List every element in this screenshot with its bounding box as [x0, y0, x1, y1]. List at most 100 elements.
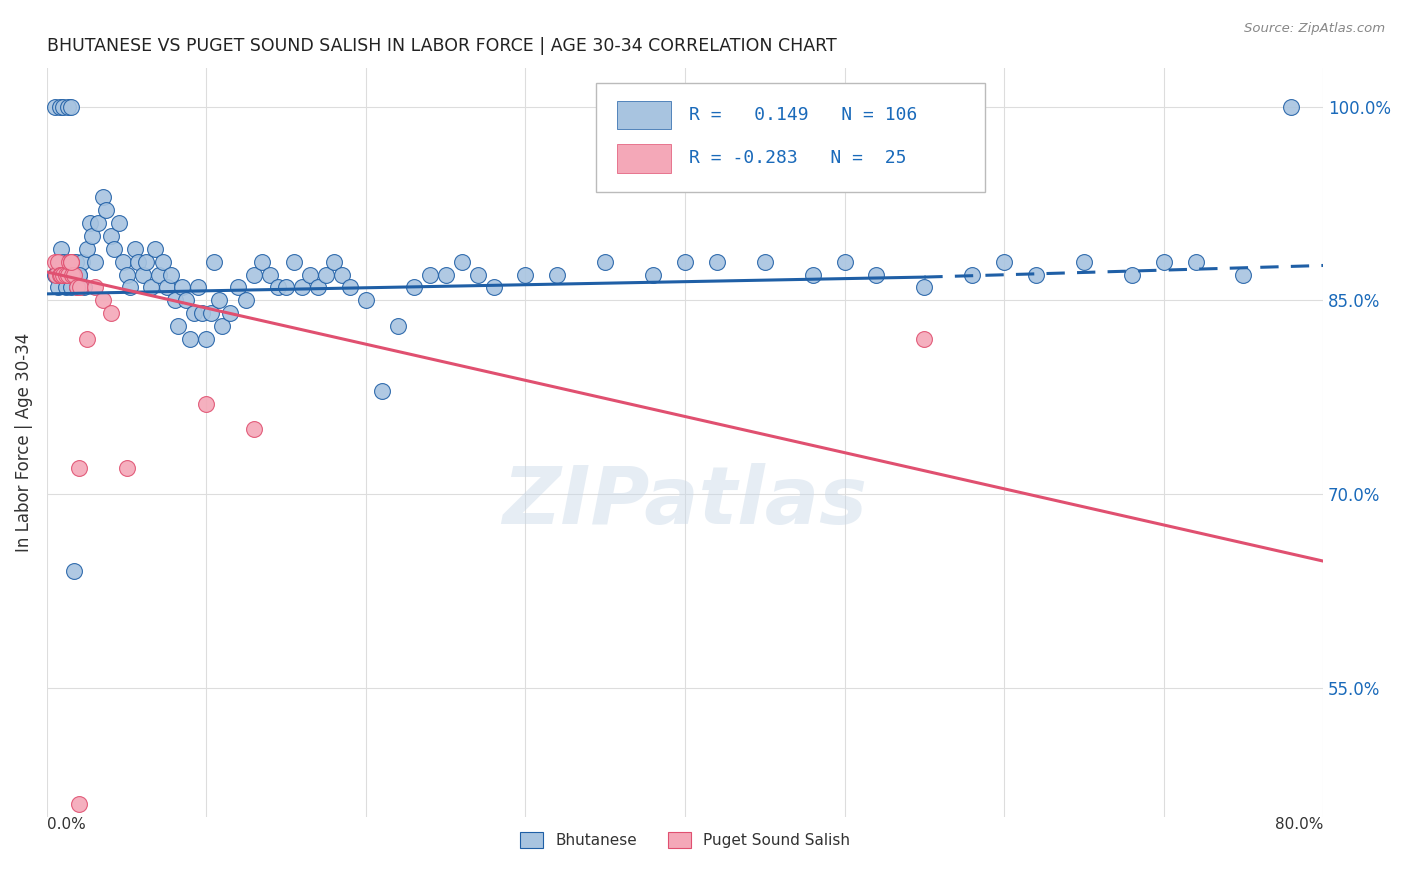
Point	[243, 422, 266, 436]
Point	[66, 280, 89, 294]
Point	[58, 254, 80, 268]
Point	[139, 280, 162, 294]
Point	[202, 254, 225, 268]
Point	[267, 280, 290, 294]
Point	[67, 268, 90, 282]
Point	[124, 242, 146, 256]
Point	[1073, 254, 1095, 268]
Point	[63, 268, 86, 282]
Point	[48, 100, 70, 114]
Point	[1184, 254, 1206, 268]
Text: ZIPatlas: ZIPatlas	[502, 463, 868, 541]
Point	[912, 332, 935, 346]
Point	[482, 280, 505, 294]
Point	[339, 280, 361, 294]
Point	[1025, 268, 1047, 282]
Point	[172, 280, 194, 294]
Point	[419, 268, 441, 282]
Point	[131, 268, 153, 282]
Text: Source: ZipAtlas.com: Source: ZipAtlas.com	[1244, 22, 1385, 36]
Point	[56, 100, 79, 114]
Point	[467, 268, 489, 282]
Point	[79, 216, 101, 230]
Point	[51, 242, 73, 256]
Point	[62, 268, 84, 282]
Point	[960, 268, 983, 282]
Point	[243, 268, 266, 282]
Point	[195, 332, 218, 346]
Point	[387, 319, 409, 334]
Point	[1121, 268, 1143, 282]
Point	[107, 216, 129, 230]
Point	[103, 242, 125, 256]
Point	[187, 280, 209, 294]
Point	[145, 242, 167, 256]
Point	[330, 268, 353, 282]
Point	[252, 254, 274, 268]
Point	[354, 293, 377, 308]
Point	[59, 254, 82, 268]
Point	[291, 280, 314, 294]
Legend: Bhutanese, Puget Sound Salish: Bhutanese, Puget Sound Salish	[515, 826, 856, 854]
Point	[211, 319, 233, 334]
Point	[63, 565, 86, 579]
Point	[72, 280, 94, 294]
Point	[67, 268, 90, 282]
Point	[450, 254, 472, 268]
Text: BHUTANESE VS PUGET SOUND SALISH IN LABOR FORCE | AGE 30-34 CORRELATION CHART: BHUTANESE VS PUGET SOUND SALISH IN LABOR…	[46, 37, 837, 55]
Point	[69, 280, 91, 294]
Point	[59, 100, 82, 114]
FancyBboxPatch shape	[596, 83, 986, 192]
Point	[87, 216, 110, 230]
Point	[94, 202, 117, 217]
Point	[315, 268, 337, 282]
Point	[80, 228, 103, 243]
Point	[52, 268, 75, 282]
Point	[371, 384, 394, 398]
Point	[59, 254, 82, 268]
Point	[299, 268, 322, 282]
Point	[100, 306, 122, 320]
Point	[163, 293, 186, 308]
Point	[307, 280, 329, 294]
Point	[91, 190, 114, 204]
Point	[115, 461, 138, 475]
Point	[67, 797, 90, 811]
Point	[515, 268, 537, 282]
Point	[208, 293, 231, 308]
Point	[283, 254, 305, 268]
Point	[673, 254, 696, 268]
Point	[706, 254, 728, 268]
Point	[323, 254, 346, 268]
FancyBboxPatch shape	[617, 145, 671, 172]
Point	[801, 268, 824, 282]
Point	[152, 254, 174, 268]
Point	[993, 254, 1015, 268]
Point	[166, 319, 188, 334]
Point	[434, 268, 457, 282]
Point	[52, 100, 75, 114]
FancyBboxPatch shape	[617, 101, 671, 129]
Point	[83, 254, 105, 268]
Point	[58, 268, 80, 282]
Point	[48, 268, 70, 282]
Point	[228, 280, 250, 294]
Point	[190, 306, 212, 320]
Point	[118, 280, 141, 294]
Point	[46, 254, 69, 268]
Point	[219, 306, 242, 320]
Point	[195, 396, 218, 410]
Point	[148, 268, 170, 282]
Point	[67, 461, 90, 475]
Point	[235, 293, 257, 308]
Point	[59, 280, 82, 294]
Point	[66, 280, 89, 294]
Point	[1232, 268, 1254, 282]
Point	[183, 306, 205, 320]
Point	[200, 306, 222, 320]
Point	[44, 254, 66, 268]
Point	[276, 280, 298, 294]
Point	[83, 280, 105, 294]
Point	[56, 268, 79, 282]
Point	[155, 280, 177, 294]
